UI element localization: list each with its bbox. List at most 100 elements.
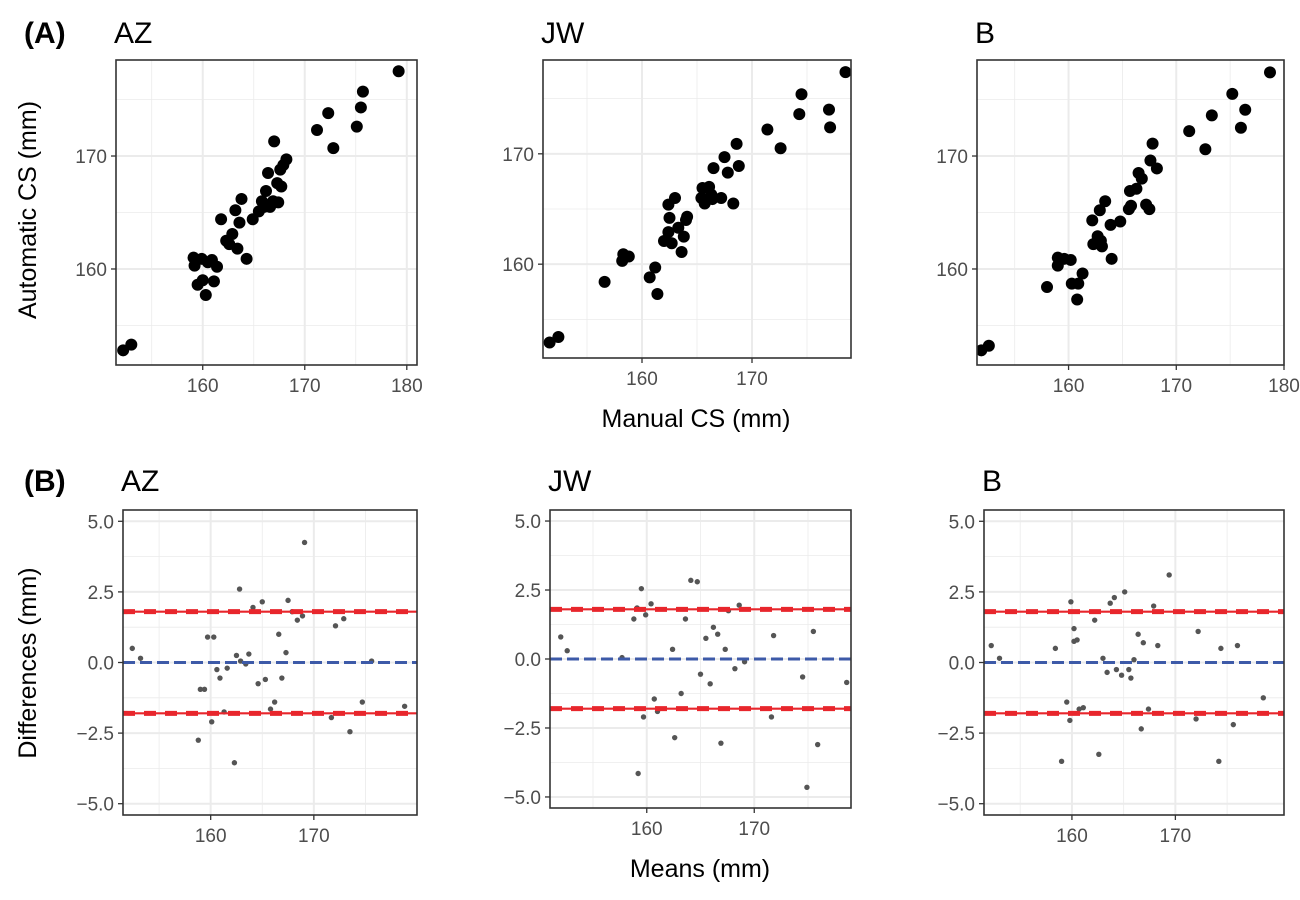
panel-a-az-point: [211, 260, 224, 273]
panel-b-jw-point: [558, 634, 564, 640]
panel-a-b-point: [1064, 253, 1077, 266]
panel-a-az-point: [262, 166, 275, 179]
panel-b-jw-border: [549, 509, 852, 809]
panel-b-jw-point: [718, 740, 724, 746]
panel-b-b-point: [1107, 600, 1113, 606]
facet-title-b-b: B: [982, 465, 1002, 498]
panel-b-b-point: [1128, 675, 1134, 681]
panel-b-jw-point: [642, 612, 649, 618]
panel-b-b-point: [1140, 640, 1147, 646]
panel-b-b-marks: [984, 572, 1284, 765]
panel-a-az-point: [327, 142, 340, 155]
panel-b-jw-point: [669, 646, 676, 653]
panel-a-b-point: [1076, 267, 1089, 280]
panel-a-b-tick-label-x: 160: [1053, 376, 1085, 397]
panel-b-b-point: [1100, 655, 1106, 661]
panel-a-az-tick-label-x: 170: [289, 376, 321, 397]
panel-b-jw-point: [804, 784, 810, 791]
panel-letter-b: (B): [24, 465, 66, 498]
panel-b-b-tick-label-y: 5.0: [949, 512, 975, 533]
panel-a-jw-point: [651, 287, 664, 300]
panel-b-jw-tick-label-x: 160: [631, 819, 663, 840]
panel-a-b-point: [1234, 121, 1247, 134]
panel-a-jw: 160 170 160 170: [502, 59, 852, 390]
panel-a-az-tick-label-x: 180: [391, 376, 423, 397]
panel-b-b-point: [1138, 726, 1144, 732]
panel-a-az-point: [311, 124, 324, 137]
panel-a-b-point: [1205, 109, 1218, 122]
panel-a-jw-point: [552, 331, 565, 344]
panel-b-az-point: [211, 634, 217, 640]
panel-a-az-point: [196, 274, 209, 287]
panel-b-jw-point: [844, 679, 850, 686]
panel-b-az-point: [237, 658, 244, 664]
panel-b-jw-point: [703, 635, 709, 642]
panel-b-az-point: [224, 665, 230, 671]
panel-b-az-point: [214, 666, 220, 673]
panel-a-az-point: [356, 85, 369, 98]
panel-b-az-point: [341, 616, 347, 622]
facet-title-a-az: AZ: [114, 17, 152, 50]
panel-b-az-marks: [123, 539, 417, 766]
panel-b-b-point: [1166, 572, 1172, 578]
panel-a-az-point: [231, 242, 244, 255]
panel-b-az-point: [328, 714, 335, 721]
panel-a-jw-point: [706, 193, 719, 206]
panel-b-az-point: [233, 652, 240, 659]
panel-b-jw-point: [799, 674, 806, 680]
panel-b-az-point: [401, 703, 408, 709]
panel-a-jw-point: [598, 275, 611, 288]
panel-b-b-point: [996, 655, 1003, 661]
panel-a-b-point: [1072, 277, 1085, 290]
panel-a-az-point: [226, 227, 239, 240]
panel-a-b-point: [1183, 125, 1196, 138]
panel-b-b-point: [1067, 717, 1073, 724]
panel-b-az-point: [129, 645, 135, 652]
panel-b-jw-point: [707, 681, 713, 687]
panel-a-jw-point: [730, 137, 743, 150]
panel-b-az-point: [283, 649, 289, 656]
panel-a-az-point: [354, 101, 367, 114]
panel-a-jw-point: [665, 237, 678, 250]
panel-a-jw-point: [663, 211, 676, 224]
panel-a-jw-point: [662, 226, 675, 239]
panel-b-az-point: [255, 680, 261, 687]
panel-b-b-point: [1145, 706, 1152, 712]
panel-a-b-point: [1135, 172, 1148, 185]
panel-b-jw-point: [640, 714, 647, 720]
panel-b-b-point: [1230, 721, 1237, 728]
panel-b-az-tick-label-x: 160: [195, 826, 227, 847]
panel-a-jw-marks: [543, 66, 851, 349]
panel-b-b-tick-label-y: 2.5: [949, 583, 975, 604]
panel-a-az-marks: [117, 65, 405, 357]
panel-b-az-point: [250, 604, 256, 611]
panel-b-jw-point: [564, 648, 570, 654]
panel-b-jw-tick-label-y: −5.0: [503, 788, 541, 809]
panel-a-b-tick-label-x: 170: [1160, 376, 1192, 397]
panel-b-az-point: [209, 719, 215, 725]
panel-b-jw-tick-label-y: 5.0: [515, 512, 541, 533]
panel-b-b-point: [1052, 645, 1059, 652]
panel-b-b-point: [1150, 603, 1157, 609]
panel-b-b: 160 170 −5.0 −2.5 0.0 2.5 5.0: [937, 509, 1285, 847]
panel-b-jw-point: [732, 665, 738, 672]
panel-b-az-tick-label-y: −2.5: [76, 724, 114, 745]
panel-a-jw-point: [707, 162, 720, 175]
panel-b-b-point: [1216, 758, 1222, 765]
panel-b-jw-point: [631, 616, 637, 622]
panel-b-b-point: [1091, 617, 1098, 623]
panel-b-jw-point: [672, 734, 678, 741]
facet-title-b-jw: JW: [548, 465, 592, 498]
facet-title-a-b: B: [975, 17, 995, 50]
panel-a-b-point: [1095, 240, 1108, 253]
panel-b-b-point: [1068, 599, 1074, 605]
panel-a-b-point: [982, 339, 995, 352]
row-b-x-axis-title: Means (mm): [630, 855, 770, 883]
panel-a-az-border: [115, 59, 418, 366]
panel-b-az-point: [137, 655, 144, 661]
panel-a-az-point: [235, 192, 248, 205]
panel-a-az-point: [125, 338, 138, 351]
panel-a-az-tick-label-x: 160: [187, 376, 219, 397]
panel-b-az-point: [204, 634, 211, 640]
